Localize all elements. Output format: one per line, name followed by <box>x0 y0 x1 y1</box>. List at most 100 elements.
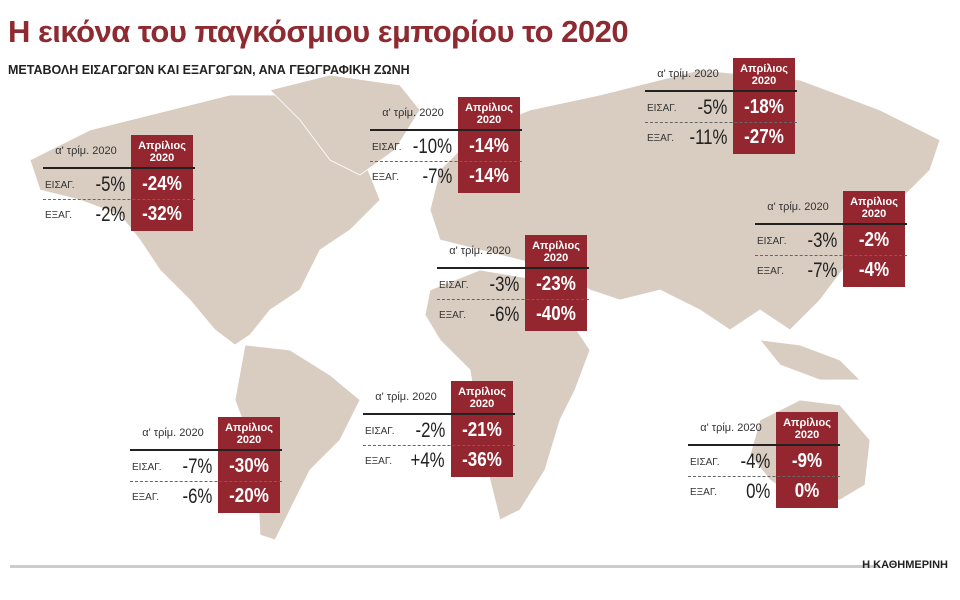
april-imports-value: -23% <box>536 273 576 295</box>
imports-row: ΕΙΣΑΓ. -3% -2% <box>755 227 907 257</box>
april-header: Απρίλιος 2020 <box>465 102 513 126</box>
april-imports-value: -2% <box>858 229 890 251</box>
greenland-landmass <box>269 74 421 176</box>
april-header: Απρίλιος 2020 <box>458 386 506 410</box>
april-exports-value: -14% <box>469 165 509 187</box>
q1-imports-value: -3% <box>807 229 837 252</box>
header-rule <box>43 167 195 169</box>
april-exports-value: -4% <box>858 259 890 281</box>
q1-exports-value: -2% <box>95 203 125 226</box>
imports-row: ΕΙΣΑΓ. -5% -18% <box>645 94 797 124</box>
april-header: Απρίλιος 2020 <box>138 140 186 164</box>
page-subtitle: ΜΕΤΑΒΟΛΗ ΕΙΣΑΓΩΓΩΝ ΚΑΙ ΕΞΑΓΩΓΩΝ, ΑΝΑ ΓΕΩ… <box>8 63 410 77</box>
q1-imports-value: -2% <box>415 419 445 442</box>
exports-label: ΕΞΑΓ. <box>757 266 785 277</box>
q1-imports-value: -5% <box>697 96 727 119</box>
exports-row: ΕΞΑΓ. 0% 0% <box>688 478 840 508</box>
q1-header: α' τρίμ. 2020 <box>55 145 117 157</box>
region-panel-middle-east: α' τρίμ. 2020 Απρίλιος 2020 ΕΙΣΑΓ. -3% -… <box>437 235 612 335</box>
april-box: Απρίλιος 2020 <box>776 412 838 508</box>
april-exports-value: -36% <box>462 449 502 471</box>
q1-header: α' τρίμ. 2020 <box>375 391 437 403</box>
imports-row: ΕΙΣΑΓ. -7% -30% <box>130 453 282 483</box>
q1-header: α' τρίμ. 2020 <box>700 422 762 434</box>
exports-label: ΕΞΑΓ. <box>132 492 160 503</box>
row-divider <box>130 481 282 482</box>
row-divider <box>645 122 797 123</box>
april-box: Απρίλιος 2020 <box>131 135 193 231</box>
q1-header: α' τρίμ. 2020 <box>767 201 829 213</box>
imports-label: ΕΙΣΑΓ. <box>690 457 720 468</box>
q1-imports-value: -10% <box>412 135 452 158</box>
imports-label: ΕΙΣΑΓ. <box>372 142 402 153</box>
april-exports-value: -20% <box>229 485 269 507</box>
april-header: Απρίλιος 2020 <box>740 63 788 87</box>
exports-row: ΕΞΑΓ. -6% -40% <box>437 301 589 331</box>
q1-exports-value: -6% <box>489 303 519 326</box>
april-box: Απρίλιος 2020 <box>733 58 795 154</box>
q1-exports-value: -6% <box>182 485 212 508</box>
q1-imports-value: -3% <box>489 273 519 296</box>
row-divider <box>370 161 522 162</box>
imports-label: ΕΙΣΑΓ. <box>757 236 787 247</box>
imports-label: ΕΙΣΑΓ. <box>647 103 677 114</box>
imports-row: ΕΙΣΑΓ. -2% -21% <box>363 417 515 447</box>
header-rule <box>370 129 522 131</box>
q1-exports-value: -7% <box>422 165 452 188</box>
april-exports-value: -40% <box>536 303 576 325</box>
q1-imports-value: -5% <box>95 173 125 196</box>
exports-label: ΕΞΑΓ. <box>690 487 718 498</box>
imports-row: ΕΙΣΑΓ. -3% -23% <box>437 271 589 301</box>
imports-label: ΕΙΣΑΓ. <box>365 426 395 437</box>
imports-label: ΕΙΣΑΓ. <box>45 180 75 191</box>
imports-label: ΕΙΣΑΓ. <box>132 462 162 473</box>
april-box: Απρίλιος 2020 <box>451 381 513 477</box>
q1-exports-value: -11% <box>689 126 727 149</box>
exports-row: ΕΞΑΓ. -6% -20% <box>130 483 282 513</box>
april-exports-value: 0% <box>794 480 820 502</box>
april-header: Απρίλιος 2020 <box>532 240 580 264</box>
april-imports-value: -9% <box>791 450 823 472</box>
row-divider <box>43 199 195 200</box>
april-imports-value: -14% <box>469 135 509 157</box>
q1-exports-value: 0% <box>745 480 770 503</box>
imports-row: ΕΙΣΑΓ. -5% -24% <box>43 171 195 201</box>
exports-label: ΕΞΑΓ. <box>45 210 73 221</box>
brand-logo: Η ΚΑΘΗΜΕΡΙΝΗ <box>862 559 948 571</box>
imports-label: ΕΙΣΑΓ. <box>439 280 469 291</box>
exports-label: ΕΞΑΓ. <box>647 133 675 144</box>
april-header: Απρίλιος 2020 <box>850 196 898 220</box>
footer-divider <box>10 565 880 568</box>
region-panel-north-america: α' τρίμ. 2020 Απρίλιος 2020 ΕΙΣΑΓ. -5% -… <box>43 135 218 235</box>
april-exports-value: -27% <box>744 126 784 148</box>
row-divider <box>688 476 840 477</box>
header-rule <box>688 444 840 446</box>
row-divider <box>363 445 515 446</box>
exports-row: ΕΞΑΓ. -11% -27% <box>645 124 797 154</box>
q1-header: α' τρίμ. 2020 <box>449 245 511 257</box>
region-panel-east-asia: α' τρίμ. 2020 Απρίλιος 2020 ΕΙΣΑΓ. -3% -… <box>755 191 930 291</box>
q1-header: α' τρίμ. 2020 <box>142 427 204 439</box>
exports-row: ΕΞΑΓ. +4% -36% <box>363 447 515 477</box>
exports-label: ΕΞΑΓ. <box>365 456 393 467</box>
region-panel-africa: α' τρίμ. 2020 Απρίλιος 2020 ΕΙΣΑΓ. -2% -… <box>363 381 538 481</box>
region-panel-russia-cis: α' τρίμ. 2020 Απρίλιος 2020 ΕΙΣΑΓ. -5% -… <box>645 58 820 158</box>
region-panel-south-america: α' τρίμ. 2020 Απρίλιος 2020 ΕΙΣΑΓ. -7% -… <box>130 417 305 517</box>
north-america-landmass <box>29 94 381 346</box>
header-rule <box>437 267 589 269</box>
row-divider <box>755 255 907 256</box>
april-header: Απρίλιος 2020 <box>783 417 831 441</box>
header-rule <box>130 449 282 451</box>
q1-imports-value: -7% <box>182 455 212 478</box>
april-imports-value: -30% <box>229 455 269 477</box>
region-panel-oceania: α' τρίμ. 2020 Απρίλιος 2020 ΕΙΣΑΓ. -4% -… <box>688 412 863 512</box>
april-imports-value: -21% <box>462 419 502 441</box>
april-box: Απρίλιος 2020 <box>458 97 520 193</box>
header-rule <box>363 413 515 415</box>
april-header: Απρίλιος 2020 <box>225 422 273 446</box>
april-imports-value: -24% <box>142 173 182 195</box>
page-title: Η εικόνα του παγκόσμιου εμπορίου το 2020 <box>8 14 629 49</box>
q1-exports-value: +4% <box>410 449 445 472</box>
region-panel-europe: α' τρίμ. 2020 Απρίλιος 2020 ΕΙΣΑΓ. -10% … <box>370 97 545 197</box>
header-rule <box>755 223 907 225</box>
